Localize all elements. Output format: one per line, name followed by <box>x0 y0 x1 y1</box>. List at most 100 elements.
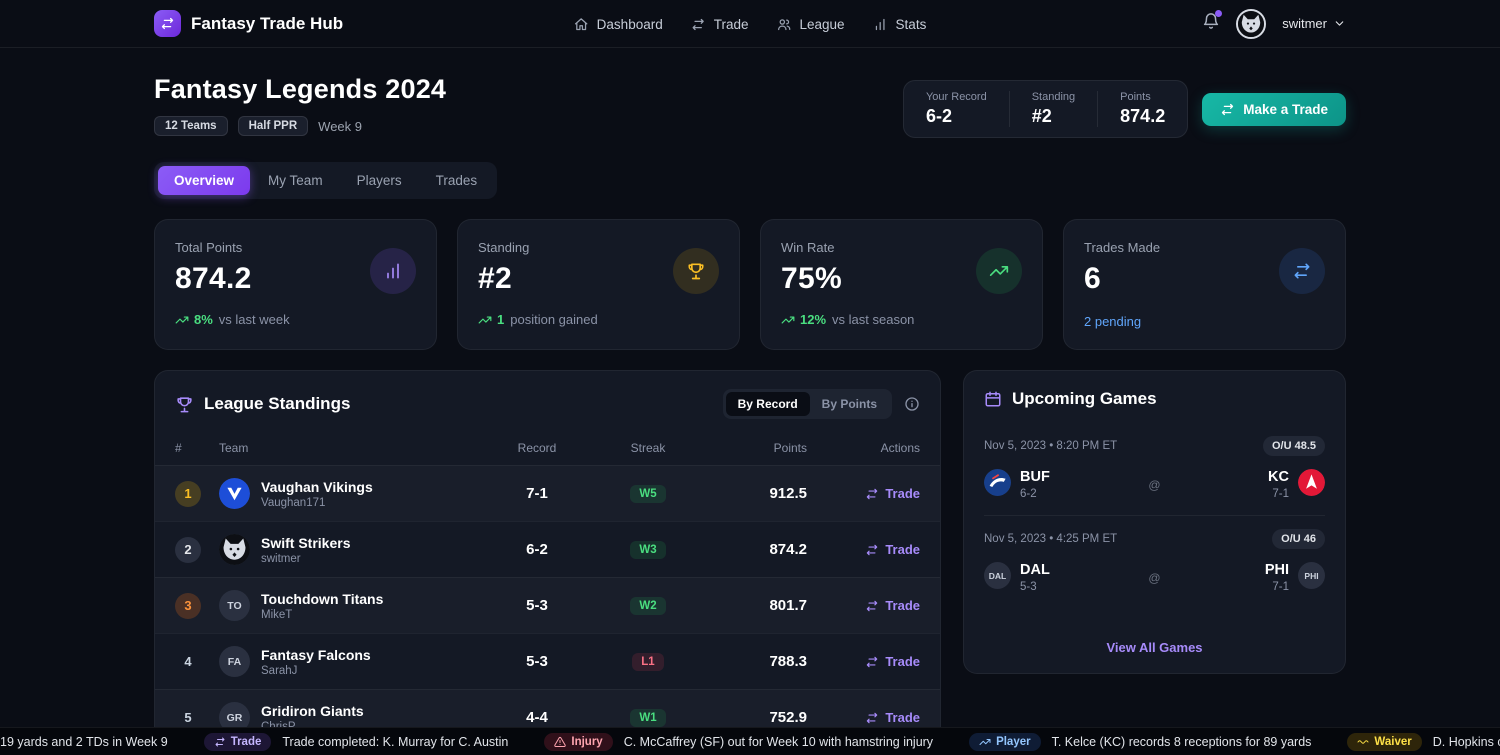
table-row[interactable]: 2 Swift Strikers switmer 6-2 W3 874.2 Tr… <box>155 521 940 577</box>
view-all-games-link[interactable]: View All Games <box>964 626 1345 673</box>
user-menu[interactable]: switmer <box>1282 16 1346 31</box>
bills-logo <box>984 469 1011 496</box>
record-value: 5-3 <box>526 653 548 670</box>
streak-badge: L1 <box>632 653 664 671</box>
cowboys-initials-avatar: DAL <box>984 562 1011 589</box>
record-value: 4-4 <box>526 709 548 726</box>
calendar-icon <box>984 390 1002 408</box>
trade-arrows-icon <box>1279 248 1325 294</box>
trade-action-button[interactable]: Trade <box>865 654 920 669</box>
tab-trades[interactable]: Trades <box>420 166 494 195</box>
news-ticker[interactable]: 19 yards and 2 TDs in Week 9 Trade Trade… <box>0 727 1500 755</box>
nav-trade[interactable]: Trade <box>691 16 749 32</box>
your-record-value: 6-2 <box>925 106 952 126</box>
upcoming-games-panel: Upcoming Games Nov 5, 2023 • 8:20 PM ET … <box>963 370 1346 674</box>
tab-overview[interactable]: Overview <box>158 166 251 195</box>
standings-table-header: # Team Record Streak Points Actions <box>155 433 940 465</box>
table-row[interactable]: 1 Vaughan Vikings Vaughan171 7-1 W5 912.… <box>155 465 940 521</box>
ticker-text: 19 yards and 2 TDs in Week 9 <box>0 734 168 749</box>
trade-arrows-icon <box>865 599 879 613</box>
nav-stats[interactable]: Stats <box>873 16 927 32</box>
injury-ticker-badge: Injury <box>544 732 613 751</box>
vikings-team-logo <box>219 478 250 509</box>
user-avatar[interactable] <box>1236 8 1267 39</box>
trade-arrows-icon <box>1220 102 1235 117</box>
standing-card: Standing #2 1 position gained <box>457 219 740 350</box>
nav-trade-label: Trade <box>713 16 749 32</box>
points-value: 874.2 <box>1120 106 1166 126</box>
col-team: Team <box>219 441 249 455</box>
nav-league[interactable]: League <box>776 17 845 32</box>
table-row[interactable]: 5 GR Gridiron Giants ChrisP 4-4 W1 752.9… <box>155 689 940 745</box>
team-initials-avatar: TO <box>219 590 250 621</box>
notification-dot <box>1215 10 1223 17</box>
ticker-text: Trade completed: K. Murray for C. Austin <box>282 734 509 749</box>
trade-action-button[interactable]: Trade <box>865 710 920 725</box>
col-record: Record <box>517 441 557 455</box>
ticker-item: Waiver D. Hopkins claimed off waivers <box>1347 732 1500 751</box>
sort-by-record-button[interactable]: By Record <box>725 392 810 416</box>
wave-icon <box>1357 736 1369 748</box>
trade-action-button[interactable]: Trade <box>865 542 920 557</box>
game-row[interactable]: Nov 5, 2023 • 4:25 PM ET O/U 46 DAL DAL … <box>984 515 1325 608</box>
points-value: 874.2 <box>769 541 807 558</box>
trade-ticker-badge: Trade <box>203 732 272 751</box>
streak-badge: W1 <box>630 709 666 727</box>
over-under-badge: O/U 46 <box>1272 529 1325 549</box>
sort-by-points-button[interactable]: By Points <box>810 392 889 416</box>
nav-dashboard[interactable]: Dashboard <box>574 17 663 32</box>
nav-stats-label: Stats <box>895 16 927 32</box>
primary-nav: Dashboard Trade League Stats <box>574 0 927 48</box>
app-brand: Fantasy Trade Hub <box>154 10 343 37</box>
rank-badge: 1 <box>175 480 201 507</box>
chevron-down-icon <box>1333 17 1346 30</box>
trades-made-card: Trades Made 6 2 pending <box>1063 219 1346 350</box>
table-row[interactable]: 3 TO Touchdown Titans MikeT 5-3 W2 801.7… <box>155 577 940 633</box>
upcoming-games-title: Upcoming Games <box>1012 389 1157 408</box>
trend-up-icon <box>781 313 795 327</box>
streak-badge: W3 <box>630 541 666 559</box>
your-record-label: Your Record <box>925 91 987 103</box>
ticker-item: Injury C. McCaffrey (SF) out for Week 10… <box>544 732 933 751</box>
team-owner: SarahJ <box>261 664 298 677</box>
tab-my-team[interactable]: My Team <box>252 166 339 195</box>
table-row[interactable]: 4 FA Fantasy Falcons SarahJ 5-3 L1 788.3… <box>155 633 940 689</box>
trend-note: vs last week <box>218 312 290 327</box>
trade-arrows-icon <box>865 711 879 725</box>
info-icon[interactable] <box>904 396 920 412</box>
at-separator: @ <box>1148 570 1161 585</box>
total-points-value: 874.2 <box>175 262 252 295</box>
page-title: Fantasy Legends 2024 <box>154 74 447 104</box>
rank-badge: 2 <box>175 536 201 563</box>
team-name: Touchdown Titans <box>261 590 384 607</box>
notifications-bell-icon[interactable] <box>1202 10 1223 35</box>
col-rank: # <box>175 441 182 455</box>
col-points: Points <box>773 441 807 455</box>
game-row[interactable]: Nov 5, 2023 • 8:20 PM ET O/U 48.5 BUF 6-… <box>984 423 1325 515</box>
stat-cards-row: Total Points 874.2 8% vs last week Stand… <box>154 219 1346 350</box>
at-separator: @ <box>1148 477 1161 492</box>
trend-up-icon <box>478 313 492 327</box>
away-team-record: 6-2 <box>1020 488 1037 500</box>
chiefs-logo <box>1298 469 1325 496</box>
col-streak: Streak <box>630 441 666 455</box>
game-datetime: Nov 5, 2023 • 4:25 PM ET <box>984 533 1118 545</box>
home-team-abbr: PHI <box>1264 562 1289 578</box>
away-team-abbr: BUF <box>1020 469 1050 485</box>
view-tabs: Overview My Team Players Trades <box>154 162 498 199</box>
points-cell: Points 874.2 <box>1097 91 1187 127</box>
points-value: 912.5 <box>769 485 807 502</box>
pending-trades-note: 2 pending <box>1084 314 1142 329</box>
total-points-card: Total Points 874.2 8% vs last week <box>154 219 437 350</box>
teams-count-badge: 12 Teams <box>154 116 228 136</box>
trade-action-button[interactable]: Trade <box>865 486 920 501</box>
trade-action-button[interactable]: Trade <box>865 598 920 613</box>
make-a-trade-button[interactable]: Make a Trade <box>1202 92 1346 126</box>
team-name: Fantasy Falcons <box>261 646 371 663</box>
your-record-cell: Your Record 6-2 <box>904 91 1009 127</box>
ticker-text: T. Kelce (KC) records 8 receptions for 8… <box>1051 734 1312 749</box>
user-summary-box: Your Record 6-2 Standing #2 Points 874.2 <box>902 80 1189 138</box>
trade-arrows-icon <box>691 17 706 32</box>
tab-players[interactable]: Players <box>341 166 418 195</box>
make-a-trade-label: Make a Trade <box>1243 101 1328 117</box>
